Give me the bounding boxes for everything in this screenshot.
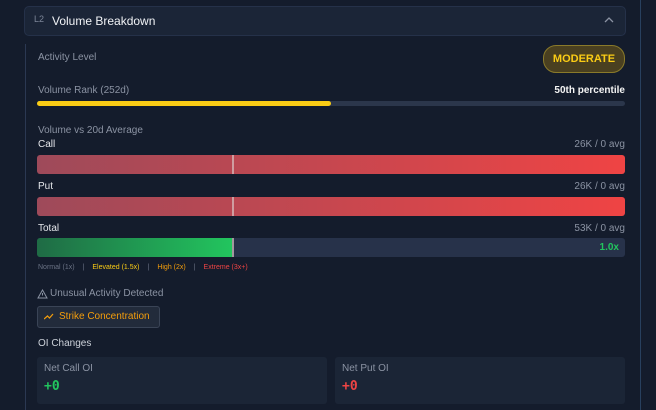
- legend-item: Extreme (3x+): [203, 264, 248, 271]
- level: L2: [34, 14, 45, 24]
- oi-card: [335, 357, 625, 404]
- section-title: Volume vs 20d Average: [38, 125, 143, 136]
- row-name: Call: [38, 139, 56, 150]
- card-label: Net Call OI: [44, 363, 93, 374]
- row-value: 26K / 0 avg: [574, 139, 625, 150]
- oi-card: [37, 357, 327, 404]
- put-bar: [37, 197, 625, 216]
- oi-title: OI Changes: [38, 338, 92, 349]
- sep: |: [82, 264, 85, 271]
- panel-border: [25, 44, 26, 410]
- card-label: Net Put OI: [342, 363, 389, 374]
- call-bar: [37, 155, 625, 174]
- header[interactable]: [24, 6, 626, 36]
- rank-value: 50th percentile: [554, 85, 625, 96]
- card-value: +0: [342, 379, 358, 394]
- row-value: 26K / 0 avg: [574, 181, 625, 192]
- trend-icon: [44, 313, 54, 320]
- legend: Normal (1x) | Elevated (1.5x) | High (2x…: [38, 264, 248, 271]
- chevron[interactable]: [604, 16, 614, 24]
- warning-icon: [37, 289, 48, 299]
- tag-text: Strike Concentration: [59, 311, 150, 322]
- row-name: Total: [38, 223, 60, 234]
- row-value: 53K / 0 avg: [574, 223, 625, 234]
- ratio: 1.0x: [599, 242, 619, 253]
- activity-label: Activity Level: [38, 52, 97, 63]
- badge: MODERATE: [543, 45, 625, 73]
- rank-label: Volume Rank (252d): [38, 85, 130, 96]
- alert-title: Unusual Activity Detected: [50, 288, 164, 299]
- total-bar: [37, 238, 625, 257]
- card-value: +0: [44, 379, 60, 394]
- tag[interactable]: [37, 306, 160, 328]
- sep: |: [147, 264, 150, 271]
- rank-fill: [37, 101, 331, 106]
- legend-item: Normal (1x): [38, 264, 75, 271]
- row-name: Put: [38, 181, 54, 192]
- legend-item: High (2x): [157, 264, 186, 271]
- sep: |: [193, 264, 196, 271]
- panel-border: [640, 0, 641, 410]
- rank-track: [37, 101, 625, 106]
- legend-item: Elevated (1.5x): [92, 264, 140, 271]
- title: Volume Breakdown: [52, 14, 156, 28]
